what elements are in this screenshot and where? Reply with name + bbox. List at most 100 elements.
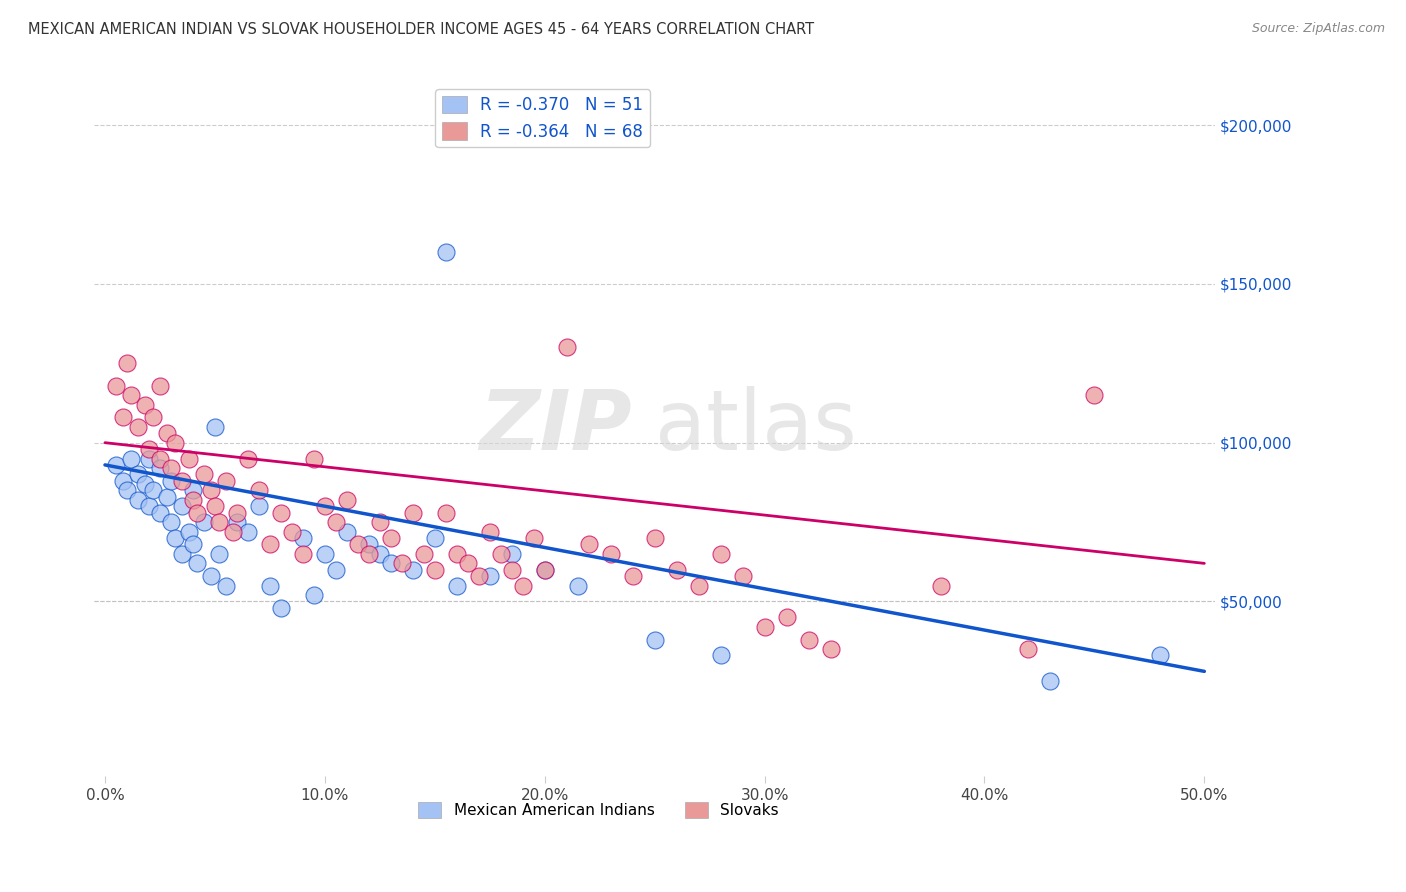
Point (599, 547, 621, 561)
Point (1017, 642, 1039, 657)
Point (181, 483, 204, 498)
Point (731, 569, 754, 583)
Point (170, 547, 193, 561)
Point (120, 451, 142, 466)
Point (555, 340, 578, 354)
Point (170, 499, 193, 513)
Point (115, 356, 138, 370)
Point (160, 474, 183, 488)
Point (710, 547, 733, 561)
Point (523, 531, 546, 545)
Point (468, 569, 491, 583)
Point (138, 499, 160, 513)
Point (423, 531, 446, 545)
Point (567, 579, 589, 593)
Point (325, 515, 347, 529)
Point (270, 506, 292, 520)
Point (225, 506, 247, 520)
Point (208, 515, 231, 529)
Point (314, 547, 336, 561)
Point (270, 600, 292, 615)
Point (688, 579, 710, 593)
Point (533, 563, 555, 577)
Legend: Mexican American Indians, Slovaks: Mexican American Indians, Slovaks (412, 797, 785, 824)
Point (221, 524, 243, 539)
Point (155, 490, 177, 504)
Point (336, 492, 359, 507)
Point (149, 378, 172, 392)
Point (621, 569, 644, 583)
Point (127, 492, 149, 507)
Point (336, 524, 359, 539)
Point (259, 579, 281, 593)
Point (259, 537, 281, 551)
Point (142, 410, 165, 425)
Point (186, 557, 208, 571)
Point (644, 531, 666, 545)
Point (1083, 388, 1105, 402)
Point (170, 474, 193, 488)
Point (225, 515, 247, 529)
Point (412, 547, 434, 561)
Point (457, 557, 479, 571)
Point (302, 588, 325, 602)
Point (204, 419, 226, 434)
Point (357, 537, 380, 551)
Point (754, 620, 776, 634)
Point (165, 435, 187, 450)
Point (115, 483, 138, 498)
Point (104, 378, 127, 392)
Point (710, 648, 733, 663)
Point (127, 467, 149, 482)
Point (434, 506, 457, 520)
Point (291, 547, 314, 561)
Point (160, 515, 183, 529)
Point (134, 398, 156, 412)
Point (236, 524, 259, 539)
Point (347, 537, 370, 551)
Point (314, 499, 336, 513)
Point (533, 563, 555, 577)
Point (104, 458, 127, 472)
Point (644, 632, 666, 647)
Point (820, 642, 842, 657)
Point (177, 451, 200, 466)
Point (155, 426, 177, 441)
Point (501, 547, 523, 561)
Point (236, 451, 259, 466)
Point (402, 563, 425, 577)
Point (489, 547, 512, 561)
Point (368, 547, 391, 561)
Point (446, 579, 468, 593)
Point (120, 388, 142, 402)
Point (368, 515, 391, 529)
Point (138, 442, 160, 456)
Point (665, 563, 688, 577)
Point (193, 467, 215, 482)
Point (380, 557, 402, 571)
Point (138, 451, 160, 466)
Point (142, 483, 165, 498)
Point (149, 506, 172, 520)
Point (512, 579, 534, 593)
Point (200, 483, 222, 498)
Point (134, 477, 156, 491)
Text: MEXICAN AMERICAN INDIAN VS SLOVAK HOUSEHOLDER INCOME AGES 45 - 64 YEARS CORRELAT: MEXICAN AMERICAN INDIAN VS SLOVAK HOUSEH… (28, 22, 814, 37)
Point (181, 492, 204, 507)
Point (478, 569, 501, 583)
Point (578, 537, 600, 551)
Text: Source: ZipAtlas.com: Source: ZipAtlas.com (1251, 22, 1385, 36)
Point (165, 531, 187, 545)
Point (208, 547, 231, 561)
Point (149, 451, 172, 466)
Point (215, 474, 238, 488)
Point (281, 524, 304, 539)
Point (380, 531, 402, 545)
Point (177, 524, 200, 539)
Point (775, 610, 797, 624)
Point (291, 531, 314, 545)
Point (204, 499, 226, 513)
Point (247, 483, 270, 498)
Point (111, 474, 134, 488)
Point (302, 451, 325, 466)
